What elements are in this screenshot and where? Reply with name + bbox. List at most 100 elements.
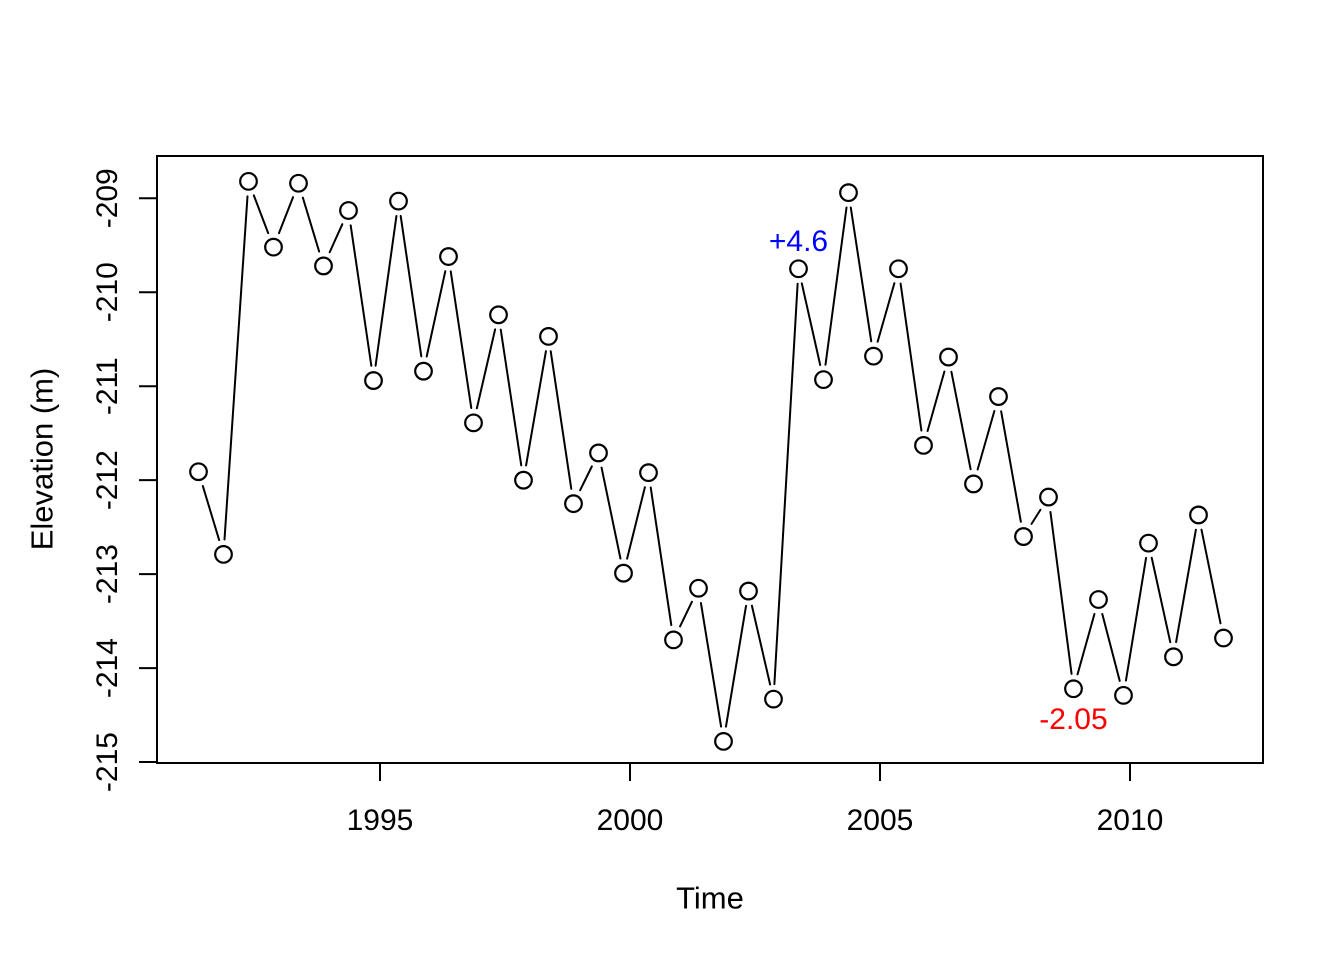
x-tick-label: 2010 <box>1097 804 1164 837</box>
data-point <box>289 173 308 193</box>
data-point <box>1064 679 1083 699</box>
series-segment <box>976 409 996 471</box>
series-segment <box>223 195 249 541</box>
y-axis-title: Elevation (m) <box>24 367 60 551</box>
data-point <box>814 370 833 390</box>
series-segment <box>525 350 547 467</box>
data-point <box>439 247 458 266</box>
data-point <box>689 578 708 598</box>
data-point <box>589 443 608 463</box>
data-point <box>564 494 583 514</box>
point-annotation: +4.6 <box>769 225 828 258</box>
data-point <box>964 474 983 494</box>
y-tick-label: -210 <box>91 262 124 322</box>
data-point <box>664 630 683 650</box>
data-point <box>414 361 433 381</box>
data-point <box>1089 590 1108 609</box>
data-point <box>339 201 358 220</box>
data-point <box>939 347 958 367</box>
series-segment <box>849 206 873 343</box>
x-tick-label: 1995 <box>347 804 414 837</box>
series-segment <box>399 214 423 358</box>
series-segment <box>1101 613 1121 682</box>
series-segment <box>1000 410 1022 523</box>
data-point <box>189 462 208 482</box>
series-segment <box>374 214 398 367</box>
data-point <box>214 545 233 564</box>
y-tick-label: -209 <box>91 168 124 228</box>
series-segment <box>1175 528 1197 644</box>
y-tick-label: -214 <box>91 638 124 698</box>
series-segment <box>926 370 946 432</box>
data-point <box>1214 628 1233 648</box>
series-segment <box>1030 508 1042 525</box>
series-segment <box>649 486 673 627</box>
series-segment <box>252 194 270 235</box>
y-tick-label: -213 <box>91 544 124 604</box>
plot-box <box>156 155 1264 764</box>
x-tick-label: 2005 <box>847 804 914 837</box>
y-tick-label: -215 <box>91 732 124 792</box>
series-segment <box>349 224 373 367</box>
point-annotation: -2.05 <box>1039 703 1107 736</box>
series-segment <box>1076 612 1096 676</box>
data-point <box>364 371 383 390</box>
data-point <box>789 259 808 279</box>
series-segment <box>328 223 344 254</box>
data-point <box>864 346 883 366</box>
data-point <box>839 183 858 203</box>
series-segment <box>1124 556 1148 682</box>
series-segment <box>277 196 295 235</box>
data-point <box>739 581 758 601</box>
series-segment <box>1200 528 1222 625</box>
y-tick-label: -212 <box>91 450 124 510</box>
series-segment <box>899 282 923 432</box>
data-point <box>989 387 1008 406</box>
data-point <box>264 237 283 257</box>
series-segment <box>579 465 593 492</box>
series-segment <box>626 486 646 560</box>
series-segment <box>425 270 447 358</box>
data-point <box>639 463 658 483</box>
data-point <box>239 171 258 191</box>
series-segment <box>1049 510 1073 675</box>
x-axis-title: Time <box>676 880 744 916</box>
series-segment <box>699 602 723 728</box>
series-segment <box>449 270 473 410</box>
data-point <box>464 413 483 433</box>
data-point <box>1139 533 1158 553</box>
series-segment <box>876 282 896 343</box>
data-point <box>314 256 333 276</box>
series-segment <box>600 466 622 560</box>
data-point <box>489 305 508 325</box>
series-segment <box>499 328 523 467</box>
data-point <box>1014 527 1033 546</box>
series-segment <box>950 370 972 471</box>
data-point <box>389 191 408 211</box>
series-segment <box>549 350 573 490</box>
data-point <box>614 563 633 583</box>
series-segment <box>750 604 772 686</box>
data-point <box>1189 505 1208 525</box>
series-segment <box>475 328 497 410</box>
y-tick-label: -211 <box>91 357 124 415</box>
series-segment <box>724 604 748 728</box>
data-point <box>1039 487 1058 507</box>
data-point <box>1114 685 1133 705</box>
data-point <box>514 470 533 490</box>
series-segment <box>800 282 822 366</box>
series-segment <box>301 196 321 253</box>
series-segment <box>1150 556 1172 644</box>
series-segment <box>824 206 848 366</box>
data-point <box>714 731 733 751</box>
series-segment <box>679 600 693 628</box>
data-point <box>539 327 558 346</box>
data-point <box>914 436 933 455</box>
data-point <box>889 259 908 279</box>
data-point <box>764 689 783 709</box>
series-segment <box>773 282 799 686</box>
data-point <box>1164 647 1183 667</box>
x-tick-label: 2000 <box>597 804 664 837</box>
